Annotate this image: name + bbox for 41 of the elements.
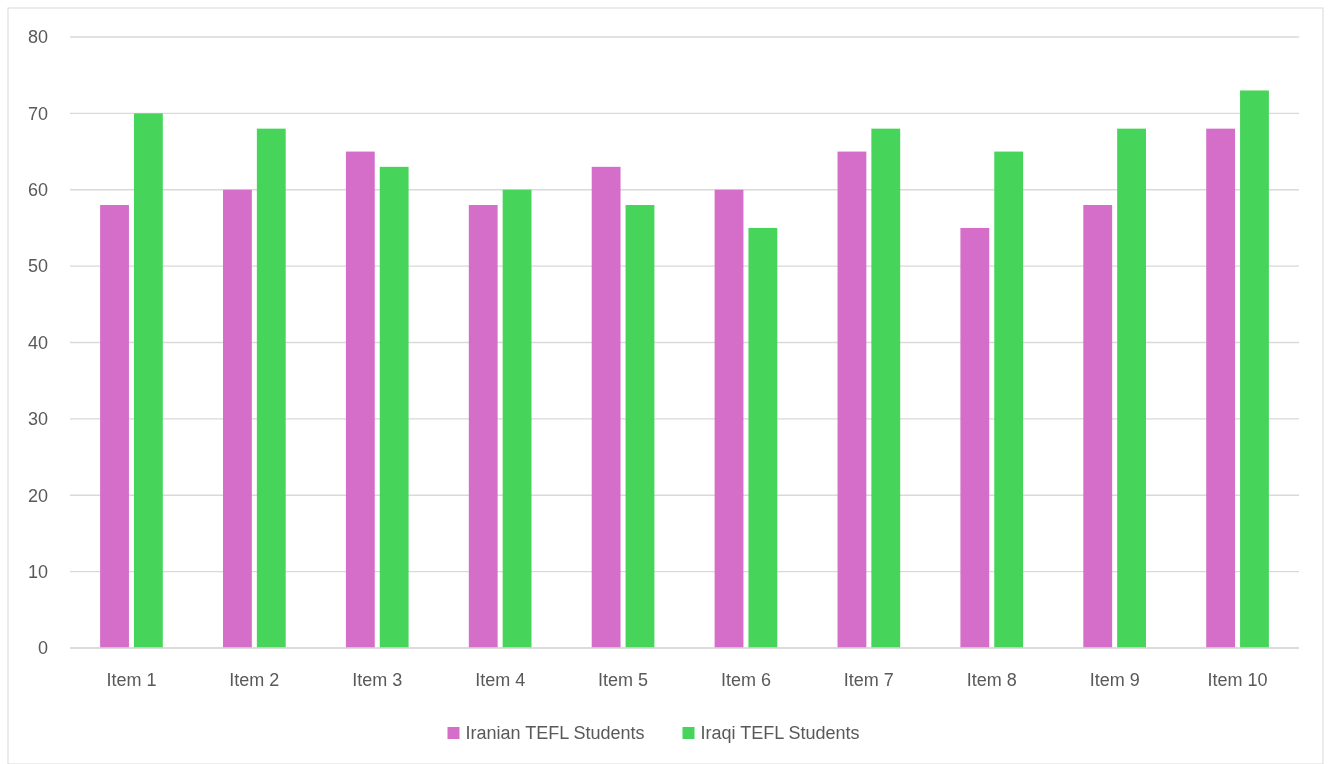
bar xyxy=(591,166,621,648)
x-tick-label: Item 2 xyxy=(229,670,280,690)
x-tick-label: Item 5 xyxy=(598,670,649,690)
x-tick-label: Item 8 xyxy=(966,670,1017,690)
x-tick-label: Item 7 xyxy=(843,670,894,690)
bar xyxy=(223,189,252,648)
bar xyxy=(994,151,1024,648)
bar xyxy=(871,128,901,648)
bar xyxy=(1083,205,1113,648)
x-tick-label: Item 9 xyxy=(1089,670,1140,690)
bar xyxy=(714,189,744,648)
y-tick-label: 40 xyxy=(27,332,48,353)
bar xyxy=(502,189,532,648)
x-tick-label: Item 3 xyxy=(352,670,403,690)
bar xyxy=(256,128,286,648)
bar xyxy=(468,205,498,648)
x-tick-label: Item 6 xyxy=(720,670,771,690)
bar xyxy=(748,227,778,648)
bar xyxy=(1117,128,1146,648)
bar xyxy=(345,151,375,648)
legend-label: Iraqi TEFL Students xyxy=(700,723,860,744)
bar xyxy=(379,166,409,648)
x-tick-label: Item 10 xyxy=(1207,670,1268,690)
y-tick-label: 10 xyxy=(27,561,48,582)
bar xyxy=(1240,90,1269,648)
bar xyxy=(133,113,163,648)
y-tick-label: 80 xyxy=(27,27,48,48)
bar xyxy=(837,151,867,648)
y-tick-label: 0 xyxy=(37,638,48,659)
x-tick-label: Item 1 xyxy=(106,670,157,690)
y-tick-label: 60 xyxy=(27,180,48,201)
bar xyxy=(625,205,655,648)
legend-label: Iranian TEFL Students xyxy=(465,723,645,744)
bar xyxy=(100,205,129,648)
bar xyxy=(1206,128,1236,648)
y-tick-label: 30 xyxy=(27,409,48,430)
y-tick-label: 20 xyxy=(27,485,48,506)
bar xyxy=(960,227,990,648)
x-tick-label: Item 4 xyxy=(475,670,526,690)
y-tick-label: 70 xyxy=(27,103,48,124)
y-tick-label: 50 xyxy=(27,256,48,277)
